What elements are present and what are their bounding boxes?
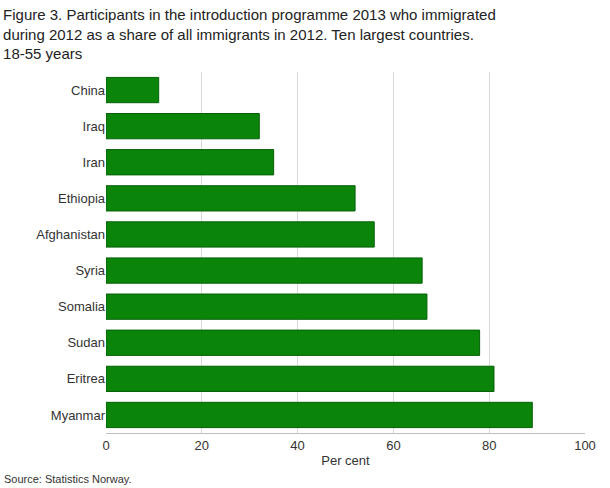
svg-text:Somalia: Somalia (58, 299, 106, 314)
svg-text:Source: Statistics Norway.: Source: Statistics Norway. (4, 473, 132, 485)
svg-text:Iraq: Iraq (83, 119, 105, 134)
svg-text:Syria: Syria (75, 263, 105, 278)
svg-text:Sudan: Sudan (67, 335, 105, 350)
svg-text:Myanmar: Myanmar (51, 408, 106, 423)
svg-text:Per cent: Per cent (321, 453, 370, 468)
svg-text:100: 100 (574, 438, 596, 453)
svg-text:40: 40 (290, 438, 304, 453)
svg-text:Figure 3. Participants in the: Figure 3. Participants in the introducti… (3, 6, 496, 62)
svg-text:China: China (71, 83, 106, 98)
svg-text:Eritrea: Eritrea (67, 371, 106, 386)
svg-text:20: 20 (195, 438, 209, 453)
svg-text:60: 60 (386, 438, 400, 453)
svg-text:Ethiopia: Ethiopia (58, 191, 106, 206)
svg-text:Iran: Iran (83, 155, 105, 170)
svg-text:0: 0 (102, 438, 109, 453)
svg-text:80: 80 (482, 438, 496, 453)
svg-text:Afghanistan: Afghanistan (36, 227, 105, 242)
